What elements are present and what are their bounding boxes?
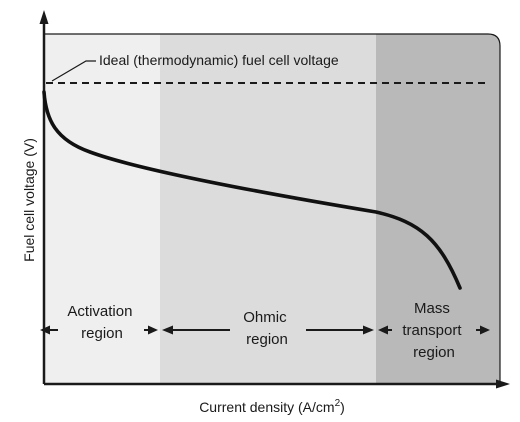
ohmic-region-background [160, 34, 376, 384]
x-axis-label-main: Current density (A/cm [199, 399, 334, 415]
mass-transport-region-background [376, 34, 500, 384]
activation-left-arrowhead [40, 325, 50, 335]
y-axis-arrowhead [39, 10, 49, 24]
mass-transport-region-label: Mass transport region [402, 300, 465, 361]
ideal-voltage-label: Ideal (thermodynamic) fuel cell voltage [99, 52, 339, 68]
plot-frame [44, 33, 501, 384]
ohmic-region-label: Ohmic region [243, 309, 291, 348]
polarization-curve [42, 90, 462, 290]
ideal-voltage-leader [51, 60, 96, 82]
activation-region-label: Activation region [67, 303, 136, 342]
activation-right-arrowhead [148, 325, 158, 335]
y-axis-label: Fuel cell voltage (V) [21, 138, 37, 262]
mass-transport-left-arrowhead [378, 325, 388, 335]
ohmic-left-arrowhead [162, 325, 173, 335]
x-axis-arrowhead [496, 379, 510, 389]
x-axis-label: Current density (A/cm2) [199, 398, 345, 415]
x-axis-label-superscript: 2 [335, 398, 341, 409]
ohmic-right-arrowhead [363, 325, 374, 335]
x-axis-label-end: ) [340, 399, 345, 415]
mass-transport-right-arrowhead [480, 325, 490, 335]
activation-region-background [44, 34, 160, 384]
